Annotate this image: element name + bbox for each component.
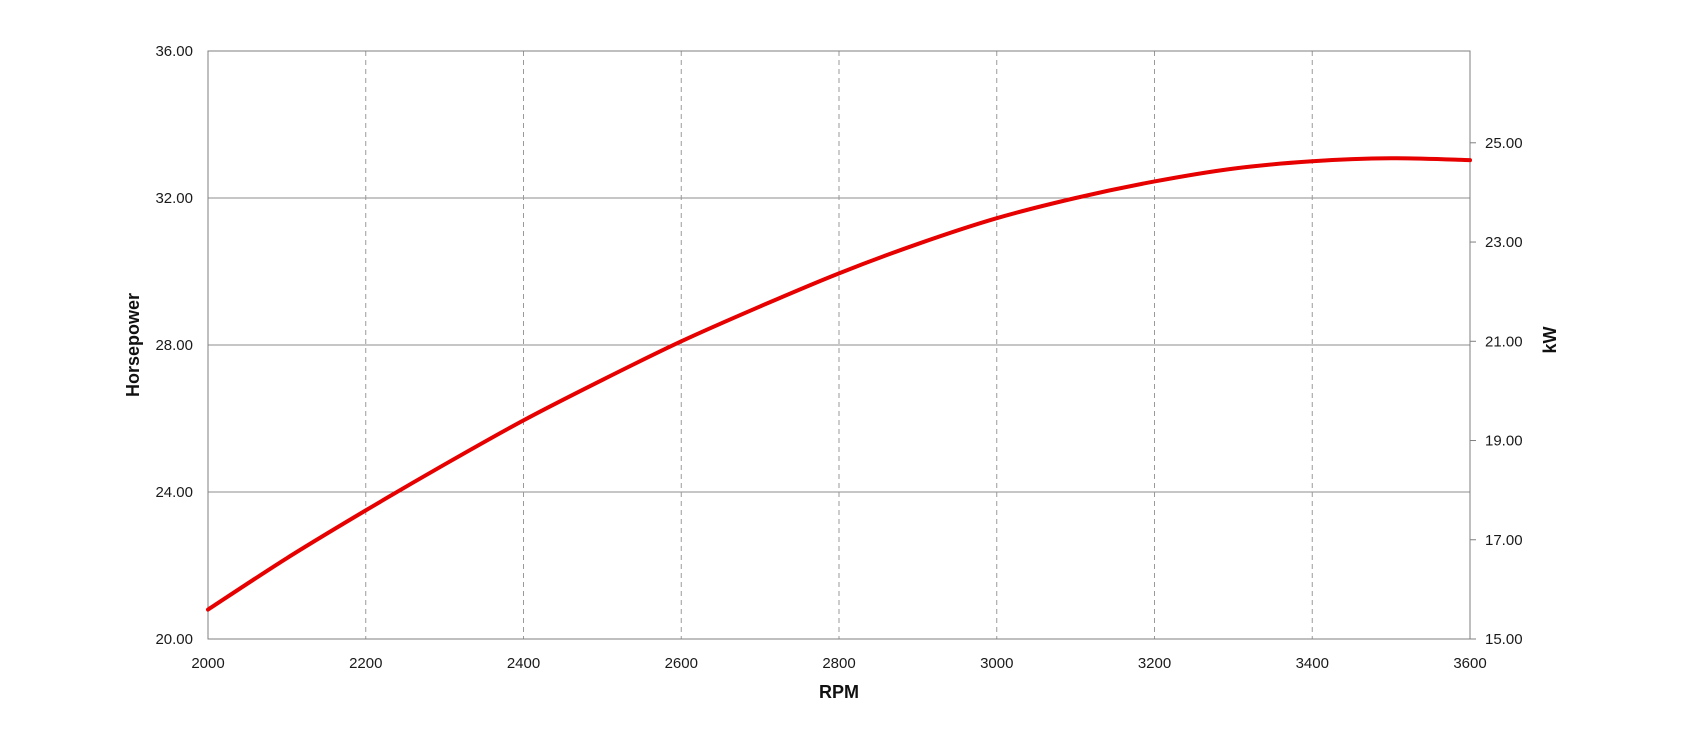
x-tick-label: 2000 [191,655,224,672]
plot-area [207,50,1471,640]
y2-tick-label: 17.00 [1485,532,1523,549]
y2-tick-label: 25.00 [1485,135,1523,152]
x-tick-label: 3400 [1296,655,1329,672]
x-tick-label: 2200 [349,655,382,672]
y-tick-label: 24.00 [155,484,193,501]
y-tick-label: 32.00 [155,190,193,207]
y2-axis-title: kW [1540,326,1560,353]
x-tick-label: 2400 [507,655,540,672]
y-axis-title: Horsepower [123,293,143,397]
x-axis-title: RPM [819,682,859,702]
y-tick-label: 36.00 [155,43,193,60]
series-layer [206,156,1472,612]
x-tick-label: 3200 [1138,655,1171,672]
y2-tick-label: 15.00 [1485,631,1523,648]
horsepower-series-line [206,156,1472,612]
y2-tick-label: 21.00 [1485,333,1523,350]
x-tick-label: 3600 [1453,655,1486,672]
y2-tick-label: 19.00 [1485,433,1523,450]
x-tick-label: 2600 [665,655,698,672]
y2-tick-label: 23.00 [1485,234,1523,251]
grid-lines [208,51,1476,640]
y-tick-label: 20.00 [155,631,193,648]
y-tick-label: 28.00 [155,337,193,354]
x-tick-label: 2800 [822,655,855,672]
x-tick-label: 3000 [980,655,1013,672]
tick-labels: 20.00 24.00 28.00 32.00 36.00 15.00 17.00 19.00… [155,43,1522,672]
